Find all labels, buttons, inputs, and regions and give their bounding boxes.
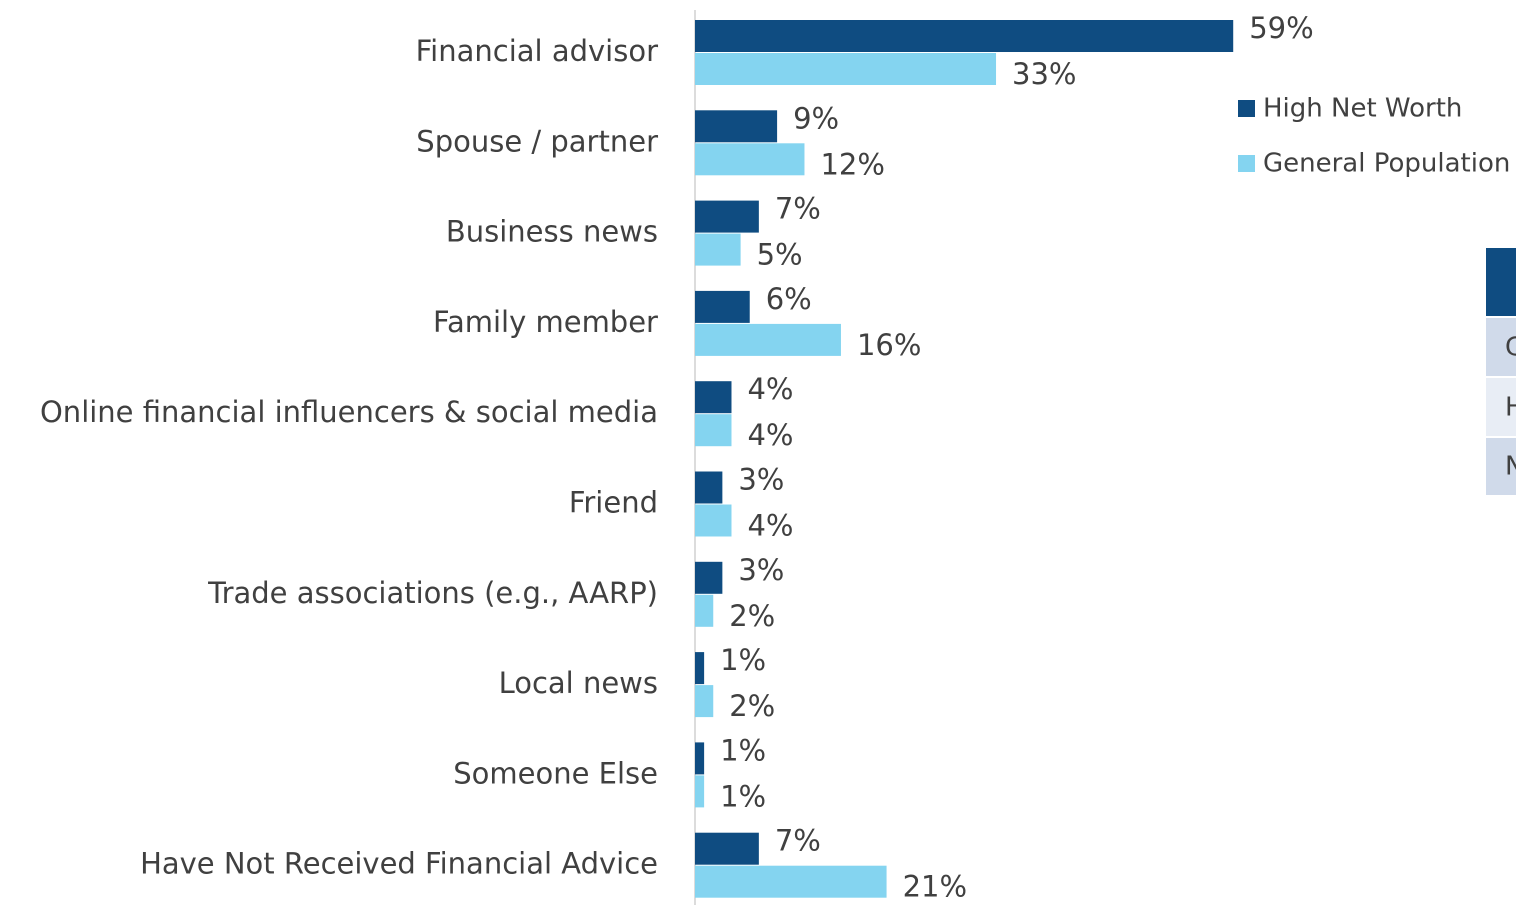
category-label: Business news [446,215,658,249]
value-label: 6% [766,282,812,316]
value-label: 9% [793,101,839,135]
value-label: 7% [775,824,821,858]
value-label: 33% [1012,57,1076,91]
category-label: Local news [499,666,658,700]
bar [695,414,732,447]
bar [695,290,750,323]
value-label: 7% [775,192,821,226]
value-label: 4% [747,509,793,543]
table-row [1486,438,1516,495]
bar [695,381,732,414]
bar [695,594,714,627]
legend-label: General Population [1263,149,1510,179]
category-label: Online financial influencers & social me… [40,395,658,429]
legend-label: High Net Worth [1263,94,1462,124]
value-label: 1% [720,643,766,677]
bar [695,865,887,898]
table-row [1486,378,1516,436]
bar [695,775,705,808]
bar [695,742,705,775]
bar [695,53,997,85]
side-table: G H N [1486,248,1516,495]
bar [695,561,723,594]
bar [695,504,732,537]
category-label: Family member [433,305,658,339]
bar [695,20,1234,52]
legend-swatch [1238,100,1255,117]
table-cell: N [1505,452,1516,482]
table-cell: G [1505,333,1516,363]
category-label: Trade associations (e.g., AARP) [207,576,658,610]
table-header [1486,248,1516,316]
value-label: 2% [729,599,775,633]
category-label: Someone Else [453,756,658,790]
category-label: Have Not Received Financial Advice [140,847,658,881]
value-label: 3% [738,553,784,587]
bar [695,652,705,685]
bar [695,832,759,865]
value-label: 59% [1249,11,1313,45]
value-label: 2% [729,689,775,723]
value-label: 12% [820,147,884,181]
bar [695,685,714,718]
bar [695,471,723,504]
category-label: Spouse / partner [416,124,658,158]
value-label: 5% [757,238,803,272]
category-label: Friend [569,486,658,520]
bar [695,110,778,143]
bar [695,233,741,266]
category-label: Financial advisor [416,34,658,68]
table-cell: H [1505,393,1516,423]
table-row [1486,318,1516,376]
value-label: 1% [720,779,766,813]
bar [695,200,759,233]
value-label: 16% [857,328,921,362]
value-label: 4% [747,372,793,406]
value-label: 4% [747,418,793,452]
bar [695,143,805,176]
value-label: 3% [738,463,784,497]
legend-swatch [1238,155,1255,172]
value-label: 21% [903,870,967,904]
value-label: 1% [720,733,766,767]
bar [695,323,841,356]
